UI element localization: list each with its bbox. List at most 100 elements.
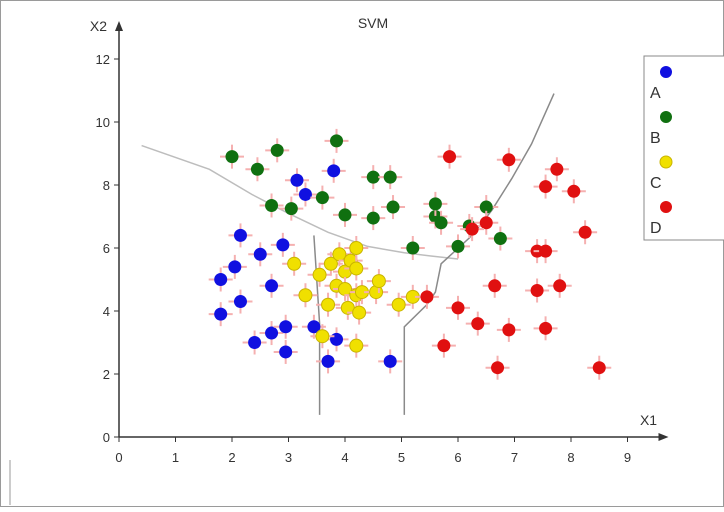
- x-tick-label: 9: [624, 450, 631, 465]
- point-marker: [250, 162, 264, 176]
- point-marker: [578, 225, 592, 239]
- y-axis-label: X2: [90, 18, 107, 34]
- legend-marker-b: [660, 111, 672, 123]
- y-tick-label: 6: [103, 241, 110, 256]
- point-c: [333, 276, 357, 301]
- point-marker: [214, 307, 228, 321]
- point-marker: [539, 244, 553, 258]
- point-marker: [420, 290, 434, 304]
- point-a: [284, 168, 309, 193]
- point-marker: [550, 162, 564, 176]
- point-d: [465, 311, 490, 336]
- point-d: [437, 144, 462, 169]
- point-c: [344, 236, 369, 260]
- point-c: [310, 324, 335, 349]
- point-a: [208, 302, 233, 327]
- point-marker: [451, 239, 465, 253]
- point-d: [485, 355, 510, 380]
- point-marker: [312, 267, 327, 282]
- x-axis-label: X1: [640, 412, 657, 428]
- point-d: [533, 316, 558, 341]
- point-marker: [298, 187, 312, 201]
- point-marker: [315, 191, 329, 205]
- point-marker: [330, 134, 344, 148]
- point-marker: [383, 170, 397, 184]
- point-marker: [465, 222, 479, 236]
- point-marker: [493, 232, 507, 246]
- point-marker: [321, 297, 336, 312]
- point-a: [228, 289, 253, 314]
- point-marker: [592, 361, 606, 375]
- x-tick-label: 1: [172, 450, 179, 465]
- point-c: [344, 333, 369, 358]
- point-marker: [539, 180, 553, 194]
- legend-label-b: B: [650, 130, 661, 147]
- x-tick-label: 4: [341, 450, 348, 465]
- point-marker: [391, 297, 406, 312]
- point-d: [573, 220, 598, 245]
- point-marker: [406, 241, 420, 255]
- point-marker: [279, 320, 293, 334]
- point-d: [547, 273, 572, 298]
- y-tick-label: 8: [103, 178, 110, 193]
- data-points: [208, 128, 612, 380]
- legend-box: [643, 55, 724, 241]
- legend-label-d: D: [650, 220, 662, 237]
- legend-label-a: A: [650, 85, 661, 102]
- point-marker: [214, 273, 228, 286]
- point-c: [366, 269, 391, 294]
- point-b: [259, 193, 284, 218]
- y-tick-label: 10: [96, 115, 110, 130]
- point-a: [321, 158, 346, 183]
- point-a: [293, 182, 318, 207]
- point-b: [429, 210, 454, 235]
- point-b: [361, 206, 386, 231]
- point-b: [310, 185, 335, 210]
- point-d: [544, 157, 569, 182]
- point-c: [327, 242, 352, 267]
- point-b: [220, 144, 244, 169]
- point-a: [259, 321, 284, 346]
- point-c: [386, 292, 411, 317]
- point-marker: [315, 329, 330, 344]
- legend-marker-d: [660, 201, 672, 213]
- point-marker: [228, 260, 242, 274]
- x-tick-label: 2: [228, 450, 235, 465]
- point-marker: [434, 216, 448, 230]
- point-marker: [265, 198, 279, 212]
- x-tick-label: 5: [398, 450, 405, 465]
- point-a: [228, 223, 253, 248]
- point-c: [282, 251, 307, 276]
- point-marker: [253, 247, 267, 261]
- point-d: [587, 355, 612, 380]
- point-a: [316, 349, 341, 374]
- point-d: [496, 147, 521, 172]
- point-marker: [287, 256, 302, 271]
- point-marker: [321, 354, 335, 368]
- point-marker: [330, 332, 344, 346]
- point-c: [316, 292, 341, 317]
- y-axis-arrow-icon: [115, 21, 123, 31]
- point-d: [460, 217, 485, 242]
- point-marker: [428, 197, 442, 211]
- point-d: [474, 210, 499, 235]
- x-tick-label: 6: [454, 450, 461, 465]
- legend-label-c: C: [650, 175, 662, 192]
- point-c: [335, 295, 360, 320]
- point-marker: [248, 336, 262, 349]
- point-marker: [279, 345, 293, 359]
- point-marker: [307, 320, 321, 334]
- point-a: [222, 254, 247, 279]
- point-marker: [265, 326, 279, 340]
- point-d: [496, 317, 521, 342]
- point-a: [378, 349, 403, 374]
- point-d: [525, 278, 550, 303]
- decision-boundary-1: [141, 144, 459, 260]
- point-a: [273, 314, 298, 339]
- point-marker: [502, 153, 516, 167]
- point-marker: [451, 301, 465, 315]
- point-c: [344, 256, 369, 281]
